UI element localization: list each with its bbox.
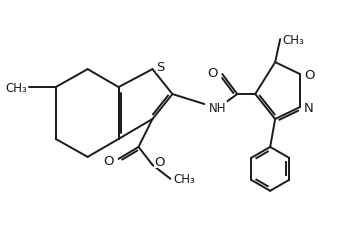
Text: NH: NH	[209, 101, 227, 114]
Text: N: N	[304, 101, 314, 114]
Text: O: O	[207, 66, 217, 79]
Text: CH₃: CH₃	[282, 34, 304, 47]
Text: O: O	[304, 68, 314, 81]
Text: CH₃: CH₃	[5, 81, 27, 94]
Text: S: S	[156, 60, 165, 73]
Text: O: O	[154, 156, 165, 169]
Text: O: O	[103, 155, 114, 168]
Text: CH₃: CH₃	[173, 173, 195, 185]
